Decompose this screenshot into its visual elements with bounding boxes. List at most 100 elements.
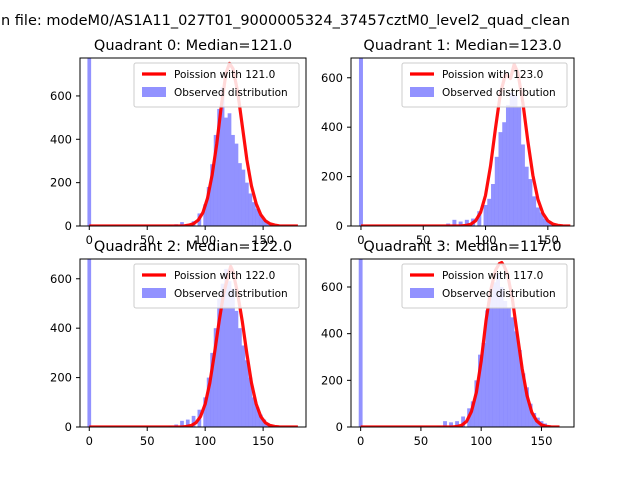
y-tick-label: 0	[336, 219, 343, 233]
legend-box	[401, 62, 568, 108]
subplot-title: Quadrant 3: Median=117.0	[363, 239, 561, 255]
histogram-bar	[487, 198, 492, 226]
legend-bar-swatch	[410, 288, 434, 298]
histogram-bar	[485, 310, 490, 427]
histogram-bar	[255, 208, 260, 226]
axes-frame	[79, 57, 307, 227]
histogram-bar	[502, 122, 507, 226]
histogram-bar	[203, 204, 208, 226]
histogram-bar	[217, 298, 221, 427]
histogram-bar	[185, 419, 190, 427]
histogram-bar	[499, 287, 504, 427]
legend-entry-poisson: Poission with 117.0	[442, 270, 543, 282]
histogram-bar	[87, 259, 92, 427]
poisson-line	[360, 260, 560, 427]
histogram-bar	[481, 343, 486, 427]
histogram-bar	[506, 308, 511, 427]
y-tick-label: 200	[321, 170, 343, 184]
histogram-bar	[517, 350, 522, 427]
subplot-title: Quadrant 0: Median=121.0	[94, 38, 292, 54]
x-tick-label: 50	[140, 233, 155, 247]
legend-entry-poisson: Poission with 121.0	[174, 69, 275, 81]
histogram-bar	[358, 259, 363, 427]
histogram-bar	[449, 422, 453, 427]
histogram-bar	[245, 182, 249, 226]
histogram-bar	[461, 416, 466, 427]
histogram-bar	[458, 221, 463, 226]
legend-entry-observed: Observed distribution	[174, 87, 288, 99]
figure-suptitle: n file: modeM0/AS1A11_027T01_9000005324_…	[1, 13, 570, 29]
histogram-bar	[452, 219, 457, 226]
axes-frame	[350, 258, 575, 428]
histogram-bar	[539, 212, 544, 226]
legend: Poission with 122.0 Observed distribution	[133, 263, 300, 309]
axes-frame	[79, 258, 307, 428]
y-tick-label: 0	[336, 420, 343, 434]
histogram-bar	[532, 413, 537, 427]
histogram-bar	[231, 288, 235, 427]
x-tick-label: 0	[357, 434, 364, 448]
histogram-bar	[227, 281, 232, 427]
x-tick-label: 0	[86, 434, 93, 448]
histogram-bar	[532, 196, 537, 226]
y-tick-label: 600	[50, 272, 72, 286]
histogram-bar	[227, 113, 232, 226]
x-tick-label: 0	[86, 233, 93, 247]
legend: Poission with 123.0 Observed distribution	[401, 62, 568, 108]
histogram-bar	[494, 156, 499, 226]
histogram-bar	[528, 179, 533, 226]
subplot-title: Quadrant 1: Median=123.0	[363, 38, 561, 54]
histogram-bar	[206, 186, 211, 226]
histogram-bar	[492, 282, 497, 427]
legend-box	[133, 62, 300, 108]
x-tick-label: 50	[414, 434, 429, 448]
histogram-bar	[191, 415, 196, 427]
y-tick-label: 400	[50, 132, 72, 146]
histogram-bar	[241, 169, 246, 226]
histogram-bar	[234, 310, 239, 427]
histogram-bar	[258, 414, 263, 427]
legend-bar-swatch	[142, 288, 166, 298]
histogram-bar	[210, 164, 214, 226]
histogram-bar	[477, 211, 482, 226]
histogram-bar	[491, 184, 496, 226]
y-tick-label: 600	[321, 71, 343, 85]
histogram-bar	[547, 222, 552, 226]
histogram-bar	[510, 317, 515, 427]
histogram-bar	[488, 296, 493, 427]
histogram-bar	[255, 407, 260, 427]
y-tick-label: 600	[321, 280, 343, 294]
y-tick-label: 400	[321, 327, 343, 341]
x-tick-label: 0	[357, 233, 364, 247]
legend-bar-swatch	[142, 87, 166, 97]
plot-area	[87, 259, 298, 427]
histogram-bar	[505, 104, 510, 226]
plot-area	[358, 259, 560, 427]
histogram-bar	[180, 222, 184, 226]
x-tick-label: 100	[475, 233, 497, 247]
histogram-bar	[248, 377, 253, 427]
histogram-bar	[241, 345, 246, 427]
legend-bar-swatch	[410, 87, 434, 97]
legend: Poission with 121.0 Observed distribution	[133, 62, 300, 108]
legend-entry-observed: Observed distribution	[442, 288, 556, 300]
histogram-bar	[455, 421, 460, 427]
histogram-bar	[513, 95, 518, 226]
histogram-bar	[220, 87, 225, 226]
legend-entry-poisson: Poission with 122.0	[174, 270, 275, 282]
subplot-quadrant-1: 0 50 100 150 0 200 400 600 Quadrant 1: Median=12…	[321, 38, 575, 247]
axes-frame	[350, 57, 575, 227]
histogram-bar	[213, 328, 218, 427]
histogram-bar	[210, 352, 214, 427]
histogram-bar	[87, 58, 92, 226]
histogram-bar	[258, 215, 263, 226]
y-tick-label: 0	[65, 420, 72, 434]
x-tick-label: 150	[537, 233, 559, 247]
histogram-bar	[464, 219, 469, 226]
legend-entry-observed: Observed distribution	[174, 288, 288, 300]
histogram-bar	[509, 92, 514, 226]
histogram-bar	[251, 397, 256, 427]
legend-entry-poisson: Poission with 123.0	[442, 69, 543, 81]
histogram-bar	[180, 420, 184, 427]
